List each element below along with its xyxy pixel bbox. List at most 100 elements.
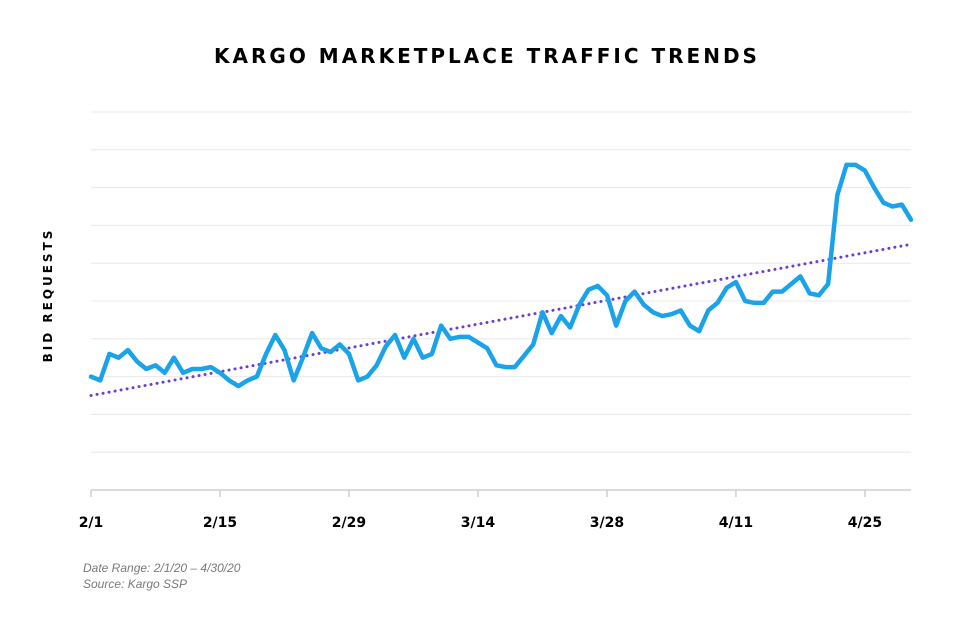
- data-point: [522, 354, 526, 358]
- data-point: [292, 378, 296, 382]
- data-point: [623, 299, 627, 303]
- data-point: [706, 308, 710, 312]
- x-tick-label: 2/1: [79, 515, 104, 531]
- data-point: [89, 375, 93, 379]
- data-point: [218, 371, 222, 375]
- data-point: [200, 367, 204, 371]
- date-range-note: Date Range: 2/1/20 – 4/30/20: [83, 561, 241, 575]
- chart-title: KARGO MARKETPLACE TRAFFIC TRENDS: [214, 44, 760, 68]
- data-point: [596, 284, 600, 288]
- data-point: [107, 352, 111, 356]
- data-point: [393, 333, 397, 337]
- data-point: [172, 356, 176, 360]
- data-point: [319, 346, 323, 350]
- data-point: [633, 290, 637, 294]
- data-point: [421, 356, 425, 360]
- data-point: [338, 342, 342, 346]
- source-note: Source: Kargo SSP: [83, 577, 188, 591]
- data-point: [854, 163, 858, 167]
- data-point: [817, 293, 821, 297]
- data-point: [679, 308, 683, 312]
- data-point: [430, 352, 434, 356]
- data-point: [688, 324, 692, 328]
- data-point: [752, 301, 756, 305]
- x-axis: [90, 489, 911, 497]
- gridlines: [91, 111, 911, 453]
- data-point: [163, 371, 167, 375]
- data-point: [587, 288, 591, 292]
- data-point: [264, 352, 268, 356]
- data-point: [605, 293, 609, 297]
- data-point: [568, 325, 572, 329]
- data-point: [881, 201, 885, 205]
- data-point: [255, 375, 259, 379]
- data-point: [559, 314, 563, 318]
- data-point: [798, 274, 802, 278]
- data-point: [494, 363, 498, 367]
- data-point: [375, 363, 379, 367]
- x-tick-label: 3/28: [590, 515, 624, 531]
- data-point: [190, 367, 194, 371]
- data-point: [236, 384, 240, 388]
- data-point: [550, 331, 554, 335]
- data-point: [329, 350, 333, 354]
- data-point: [384, 344, 388, 348]
- data-point: [439, 324, 443, 328]
- data-point: [614, 324, 618, 328]
- x-tick-label: 2/15: [203, 515, 237, 531]
- data-point: [642, 303, 646, 307]
- data-point: [301, 356, 305, 360]
- data-point: [476, 341, 480, 345]
- data-point: [771, 290, 775, 294]
- data-point: [900, 203, 904, 207]
- data-point: [743, 299, 747, 303]
- data-point: [273, 333, 277, 337]
- data-point: [845, 163, 849, 167]
- data-point: [126, 348, 130, 352]
- data-point: [863, 169, 867, 173]
- data-point: [282, 348, 286, 352]
- series-group: [88, 162, 914, 389]
- data-point: [98, 378, 102, 382]
- x-tick-labels: 2/1 2/15 2/29 3/14 3/28 4/11 4/25: [79, 515, 882, 531]
- data-point: [909, 218, 913, 222]
- data-point: [725, 286, 729, 290]
- data-point: [651, 310, 655, 314]
- x-tick-label: 3/14: [461, 515, 496, 531]
- series-line-bid-requests: [88, 162, 914, 389]
- data-point: [826, 282, 830, 286]
- data-point: [485, 346, 489, 350]
- data-point: [458, 335, 462, 339]
- data-point: [144, 367, 148, 371]
- data-point: [872, 186, 876, 190]
- data-point: [310, 331, 314, 335]
- data-point: [660, 314, 664, 318]
- data-point: [697, 329, 701, 333]
- data-point: [356, 378, 360, 382]
- data-point: [153, 363, 157, 367]
- trendline: [89, 242, 913, 397]
- data-point: [577, 303, 581, 307]
- x-tick-label: 4/25: [848, 515, 882, 531]
- data-point: [411, 337, 415, 341]
- data-point: [513, 365, 517, 369]
- data-point: [531, 342, 535, 346]
- data-point: [448, 337, 452, 341]
- chart-footer: Date Range: 2/1/20 – 4/30/20 Source: Kar…: [83, 560, 240, 592]
- data-point: [402, 356, 406, 360]
- trendline-group: [89, 242, 913, 397]
- data-point: [716, 301, 720, 305]
- data-point: [209, 365, 213, 369]
- data-point: [347, 352, 351, 356]
- data-point: [135, 359, 139, 363]
- data-point: [467, 335, 471, 339]
- data-point: [734, 280, 738, 284]
- data-point: [762, 301, 766, 305]
- data-point: [540, 310, 544, 314]
- data-point: [181, 371, 185, 375]
- data-point: [891, 205, 895, 209]
- data-point: [789, 282, 793, 286]
- x-tick-label: 4/11: [719, 515, 753, 531]
- data-point: [227, 378, 231, 382]
